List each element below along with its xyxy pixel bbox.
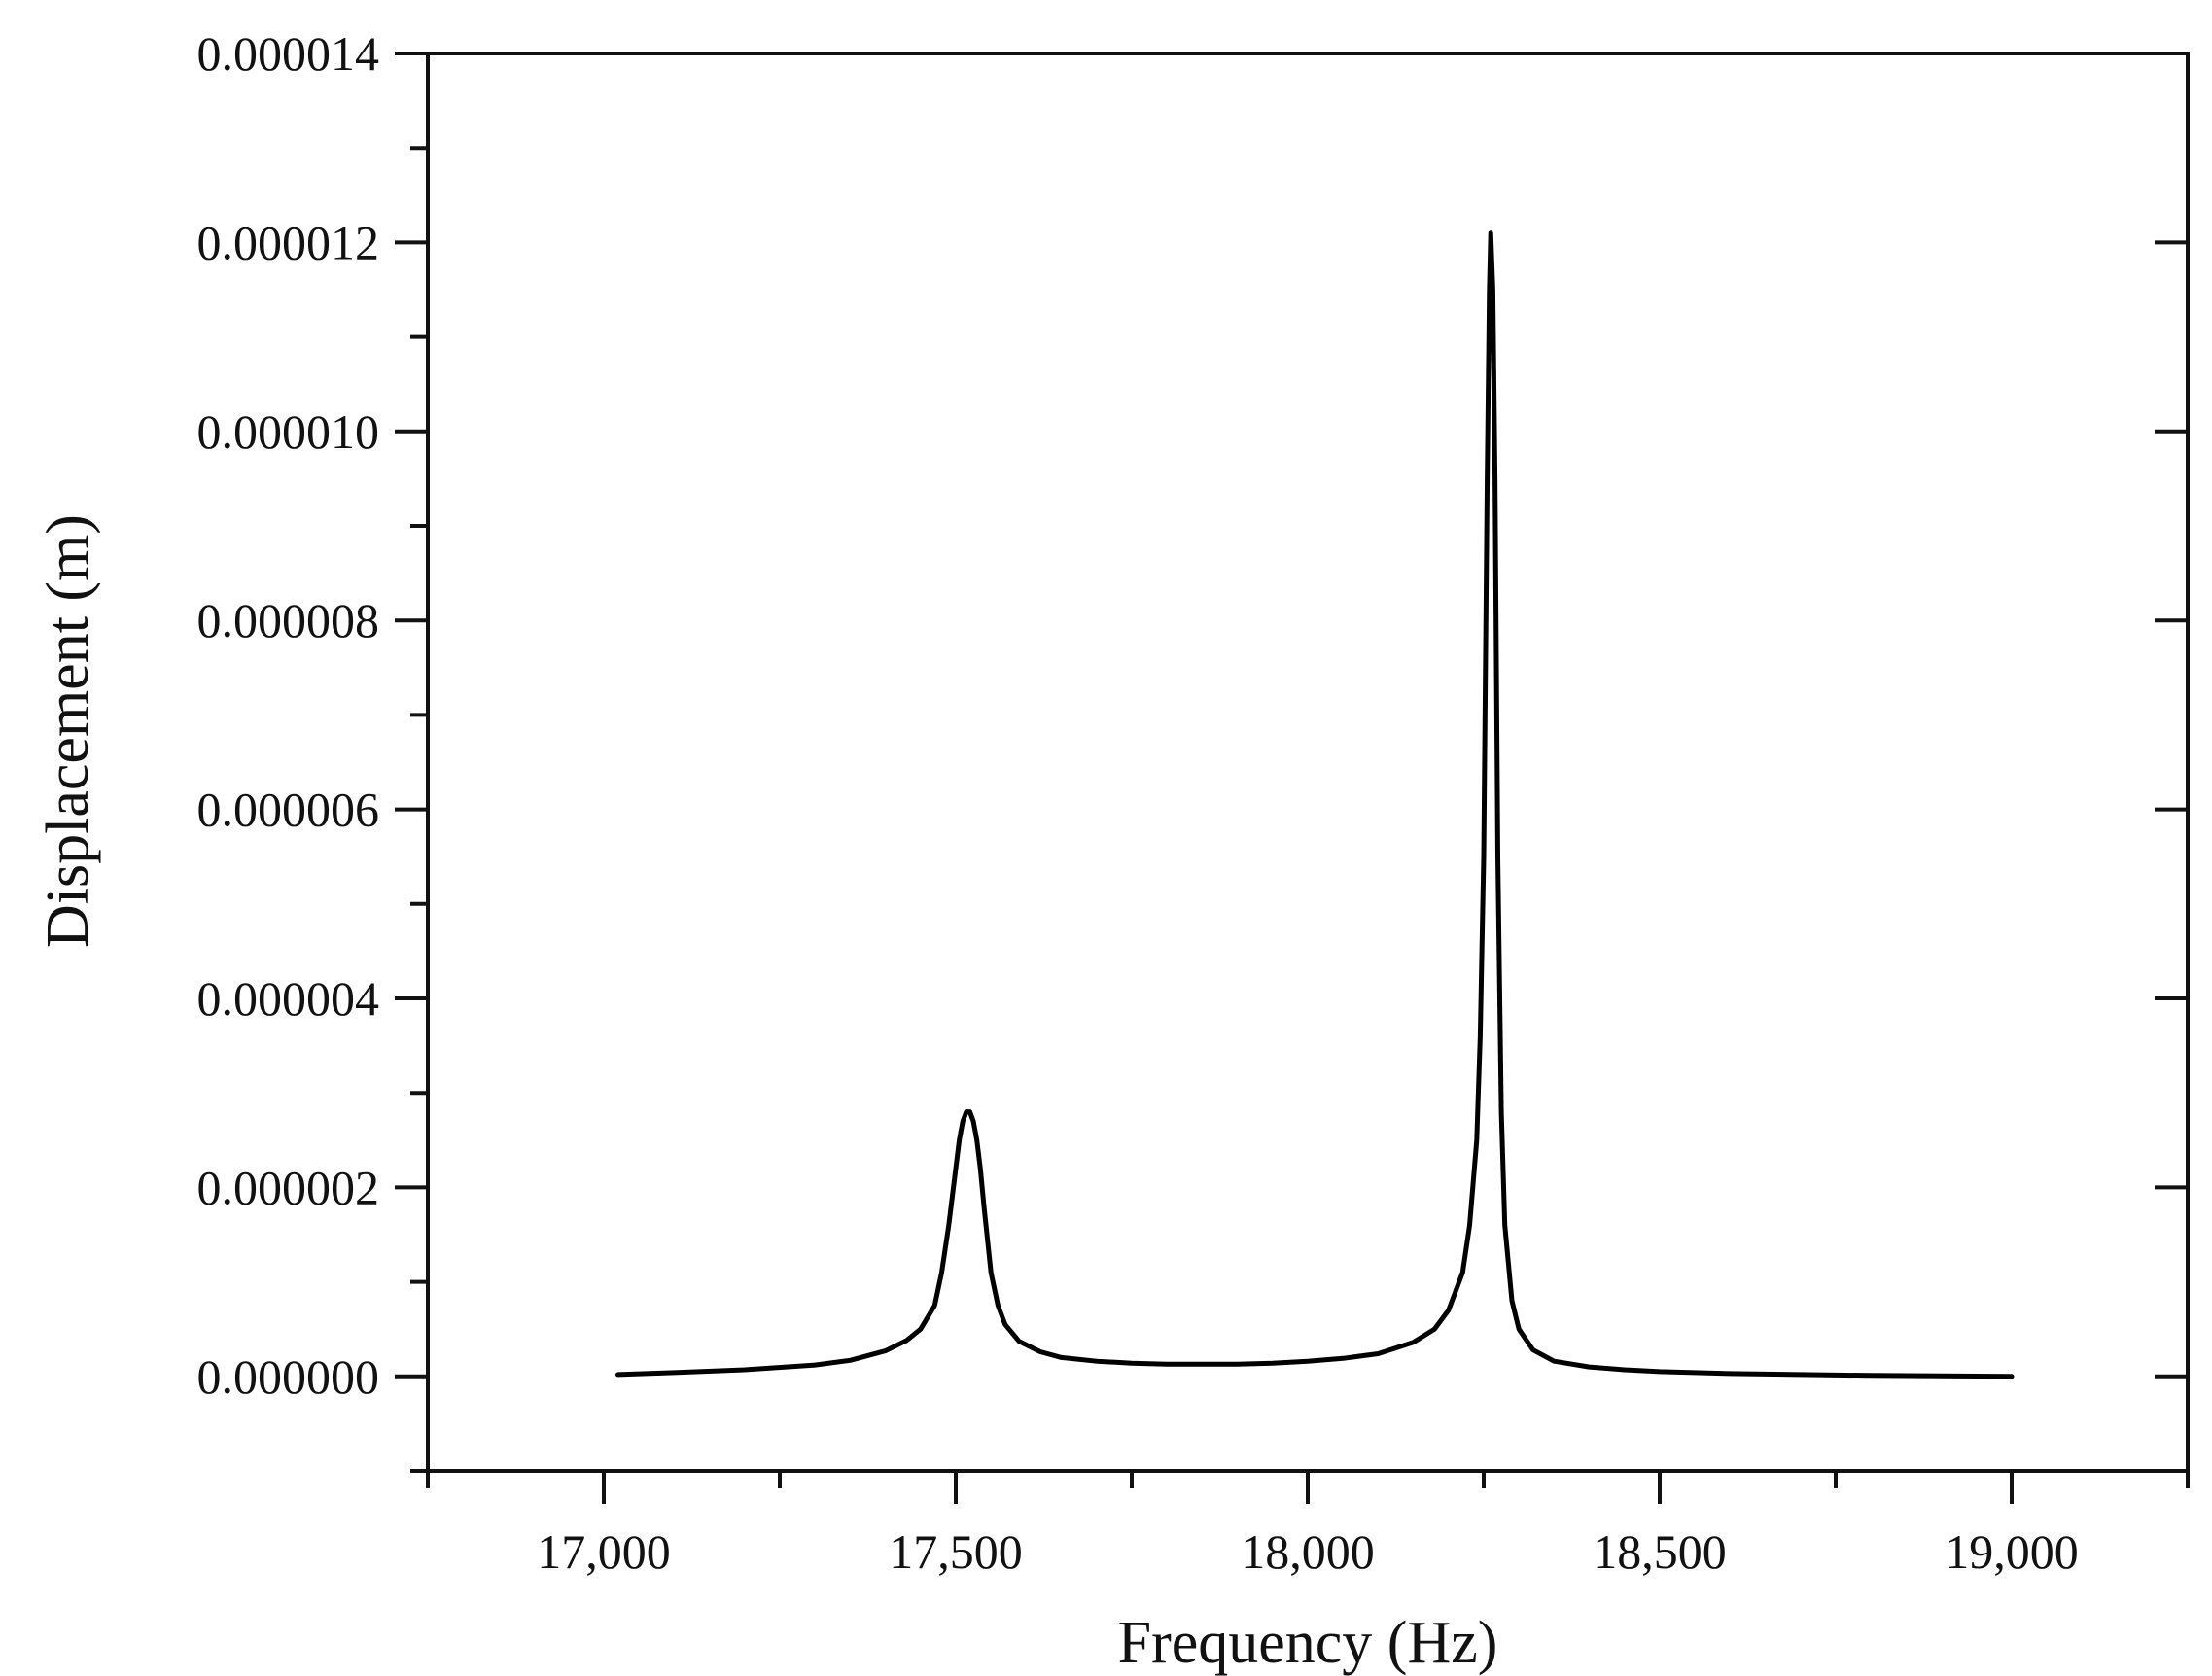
series-group — [615, 230, 2015, 1379]
y-tick-label: 0.000002 — [197, 1160, 380, 1214]
y-tick-label: 0.000014 — [197, 26, 380, 81]
y-tick-label: 0.000008 — [197, 593, 380, 647]
y-tick-label: 0.000010 — [197, 404, 380, 459]
y-tick-label: 0.000012 — [197, 215, 380, 269]
x-tick-label: 18,000 — [1241, 1524, 1375, 1579]
x-tick-label: 18,500 — [1593, 1524, 1727, 1579]
plot-frame — [426, 52, 2190, 1473]
series-line-0 — [615, 230, 2015, 1379]
y-tick-label: 0.000000 — [197, 1349, 380, 1404]
axis-tick-labels: 17,000 17,500 18,000 18,500 19,000 0.000000 0.… — [197, 26, 2079, 1579]
y-axis-title: Displacement (m) — [35, 514, 101, 948]
y-tick-label: 0.000004 — [197, 971, 380, 1026]
x-tick-label: 17,000 — [537, 1524, 671, 1579]
x-axis-title: Frequency (Hz) — [1118, 1610, 1498, 1676]
y-tick-label: 0.000006 — [197, 783, 380, 837]
x-tick-label: 17,500 — [889, 1524, 1023, 1579]
x-tick-label: 19,000 — [1945, 1524, 2079, 1579]
axis-ticks — [395, 52, 2190, 1504]
